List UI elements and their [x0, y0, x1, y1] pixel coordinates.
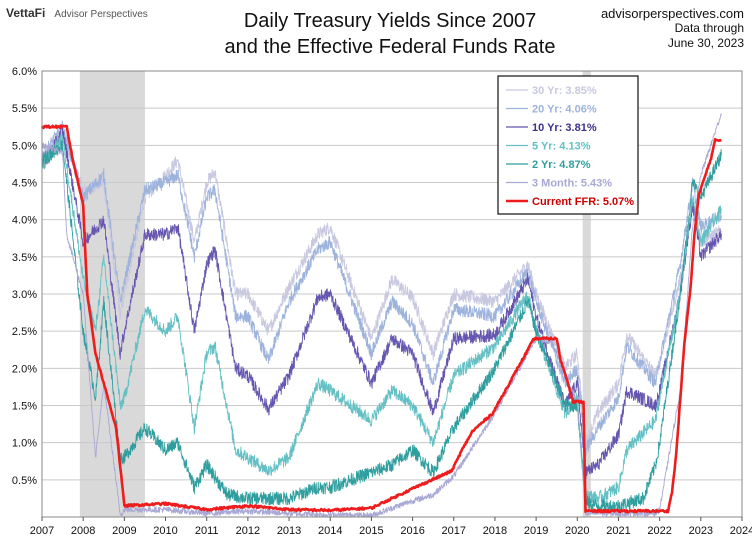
- series-lines: [40, 113, 722, 517]
- chart-title: Daily Treasury Yields Since 2007 and the…: [190, 8, 590, 60]
- x-tick-label: 2007: [30, 525, 54, 537]
- series-line-3: [41, 134, 722, 506]
- y-tick-label: 0.5%: [12, 475, 37, 487]
- chart-title-line1: Daily Treasury Yields Since 2007: [243, 10, 537, 32]
- y-tick-label: 4.5%: [12, 178, 37, 190]
- y-tick-label: 3.5%: [12, 252, 37, 264]
- x-tick-label: 2021: [606, 525, 630, 537]
- y-tick-label: 5.0%: [12, 140, 37, 152]
- y-tick-label: 2.0%: [12, 363, 37, 375]
- x-tick-label: 2024: [730, 525, 752, 537]
- logo-brand: VettaFi: [6, 6, 46, 20]
- y-tick-label: 3.0%: [12, 289, 37, 301]
- y-axis: 0.5% 1.0% 1.5% 2.0% 2.5% 3.0% 3.5% 4.0% 4.5% 5.0%…: [12, 66, 37, 487]
- x-tick-label: 2009: [112, 525, 136, 537]
- x-tick-label: 2008: [71, 525, 95, 537]
- x-tick-label: 2012: [236, 525, 260, 537]
- x-tick-label: 2019: [524, 525, 548, 537]
- source-data-through: Data through: [674, 21, 744, 35]
- x-tick-label: 2018: [483, 525, 507, 537]
- x-tick-label: 2017: [442, 525, 466, 537]
- series-line-2: [41, 126, 722, 480]
- chart-title-line2: and the Effective Federal Funds Rate: [224, 36, 556, 58]
- x-axis: 2007 2008 2009 2010 2011 2012 2013 2014 2015 2016…: [30, 517, 752, 537]
- source-date: June 30, 2023: [667, 36, 744, 50]
- legend-label: 2 Yr: 4.87%: [532, 159, 591, 171]
- logo: VettaFi Advisor Perspectives: [6, 6, 148, 20]
- y-tick-label: 6.0%: [12, 66, 37, 78]
- x-tick-label: 2011: [195, 525, 219, 537]
- x-tick-label: 2010: [153, 525, 177, 537]
- legend-label: 20 Yr: 4.06%: [532, 104, 597, 116]
- y-tick-label: 2.5%: [12, 326, 37, 338]
- legend-label: 5 Yr: 4.13%: [532, 141, 591, 153]
- legend-label: Current FFR: 5.07%: [532, 196, 634, 208]
- series-line-6: [40, 124, 722, 514]
- x-tick-label: 2023: [689, 525, 713, 537]
- logo-subtitle: Advisor Perspectives: [54, 9, 148, 20]
- x-tick-label: 2014: [318, 525, 342, 537]
- y-tick-label: 1.0%: [12, 438, 37, 450]
- legend: 30 Yr: 3.85% 20 Yr: 4.06% 10 Yr: 3.81% 5 Yr…: [497, 75, 639, 215]
- y-tick-label: 4.0%: [12, 215, 37, 227]
- x-tick-label: 2020: [565, 525, 589, 537]
- x-tick-label: 2015: [359, 525, 383, 537]
- legend-label: 10 Yr: 3.81%: [532, 122, 597, 134]
- legend-label: 3 Month: 5.43%: [532, 178, 612, 190]
- x-tick-label: 2022: [647, 525, 671, 537]
- series-line-1: [41, 120, 722, 457]
- plot-frame: [41, 70, 743, 518]
- source-block: advisorperspectives.com Data through Jun…: [601, 6, 744, 51]
- x-tick-label: 2016: [400, 525, 424, 537]
- legend-label: 30 Yr: 3.85%: [532, 85, 597, 97]
- y-tick-label: 1.5%: [12, 401, 37, 413]
- x-tick-label: 2013: [277, 525, 301, 537]
- source-site: advisorperspectives.com: [600, 6, 744, 21]
- y-tick-label: 5.5%: [12, 103, 37, 115]
